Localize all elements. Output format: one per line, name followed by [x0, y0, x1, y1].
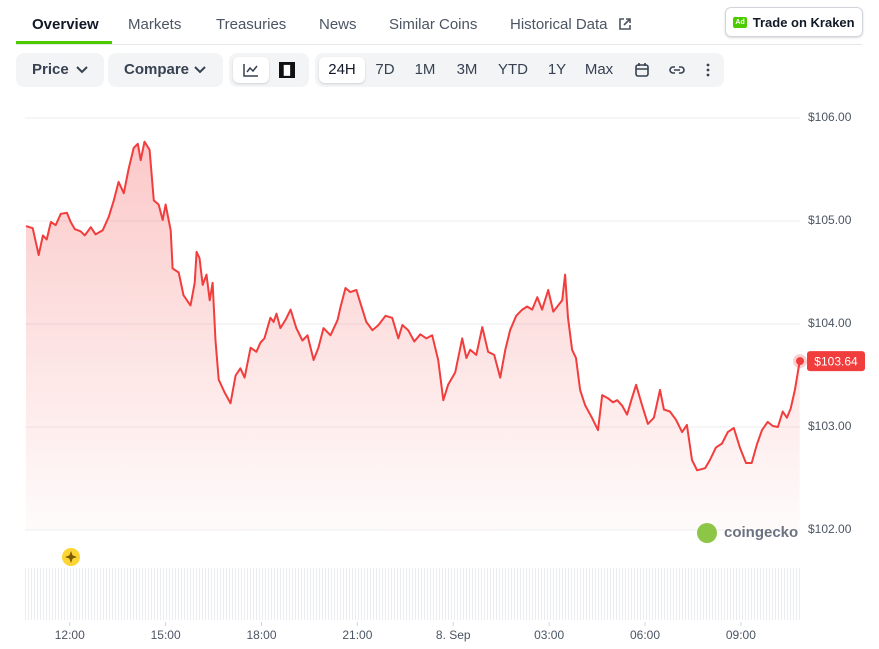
range-button[interactable]: YTD [498, 61, 528, 78]
tab[interactable]: Similar Coins [389, 16, 478, 33]
trade-button[interactable]: Ad Trade on Kraken [725, 7, 863, 37]
external-icon [619, 18, 631, 30]
price-badge [807, 351, 865, 372]
x-tick-label: 09:00 [726, 628, 756, 642]
volume-strip [25, 568, 800, 620]
x-tick-label: 15:00 [151, 628, 181, 642]
tab[interactable]: Historical Data [510, 16, 608, 33]
range-button[interactable]: 7D [375, 61, 395, 78]
x-tick-label: 21:00 [342, 628, 372, 642]
watermark: coingecko [724, 524, 798, 541]
more-icon[interactable] [705, 63, 711, 77]
link-icon[interactable] [668, 63, 686, 77]
tab[interactable]: Treasuries [216, 16, 287, 33]
trade-label: Trade on Kraken [752, 14, 855, 30]
tradingview-button[interactable]: █ [279, 62, 295, 78]
range-button[interactable]: 1Y [547, 61, 567, 78]
x-tick-label: 12:00 [55, 628, 85, 642]
range-button[interactable]: 1M [414, 61, 436, 78]
price-line [25, 140, 801, 472]
ad-badge: Ad [733, 16, 747, 28]
price-badge-label: $103.64 [814, 354, 858, 368]
tab-bar: Overview Markets Treasuries News Similar… [16, 0, 862, 45]
end-dot [796, 357, 804, 366]
dropdown-label: Compare [124, 61, 190, 78]
event-icon [65, 551, 77, 563]
tab[interactable]: Overview [32, 16, 99, 33]
y-tick-label: $104.00 [808, 316, 852, 330]
y-tick-label: $103.00 [808, 419, 852, 433]
y-tick-label: $106.00 [808, 110, 852, 124]
dropdown[interactable]: Compare [108, 53, 223, 87]
tab[interactable]: Markets [128, 16, 182, 33]
x-tick-label: 18:00 [246, 628, 276, 642]
dropdown[interactable]: Price [16, 53, 104, 87]
line-icon [243, 64, 258, 77]
y-tick-label: $105.00 [808, 213, 852, 227]
range-button[interactable]: 24H [319, 57, 365, 83]
active-underline [16, 41, 112, 44]
range-button[interactable]: 3M [456, 61, 478, 78]
chevron [76, 66, 88, 74]
area [25, 141, 800, 530]
x-tick-label: 06:00 [630, 628, 660, 642]
calendar-icon[interactable] [635, 63, 649, 77]
dropdown-label: Price [32, 61, 69, 78]
x-tick-label: 8. Sep [436, 628, 471, 642]
range-button[interactable]: Max [584, 61, 614, 78]
x-tick-label: 03:00 [534, 628, 564, 642]
logo [697, 523, 717, 543]
chevron [194, 66, 206, 74]
range-group: 24H 7D 1M 3M YTD 1Y Max [315, 53, 724, 87]
chart-style-group: █ [229, 53, 309, 87]
line-chart-button[interactable] [233, 57, 269, 83]
tab[interactable]: News [319, 16, 357, 33]
y-tick-label: $102.00 [808, 522, 852, 536]
